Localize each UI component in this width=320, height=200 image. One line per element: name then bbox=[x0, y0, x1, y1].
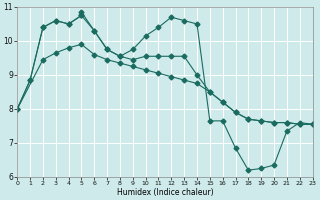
X-axis label: Humidex (Indice chaleur): Humidex (Indice chaleur) bbox=[116, 188, 213, 197]
